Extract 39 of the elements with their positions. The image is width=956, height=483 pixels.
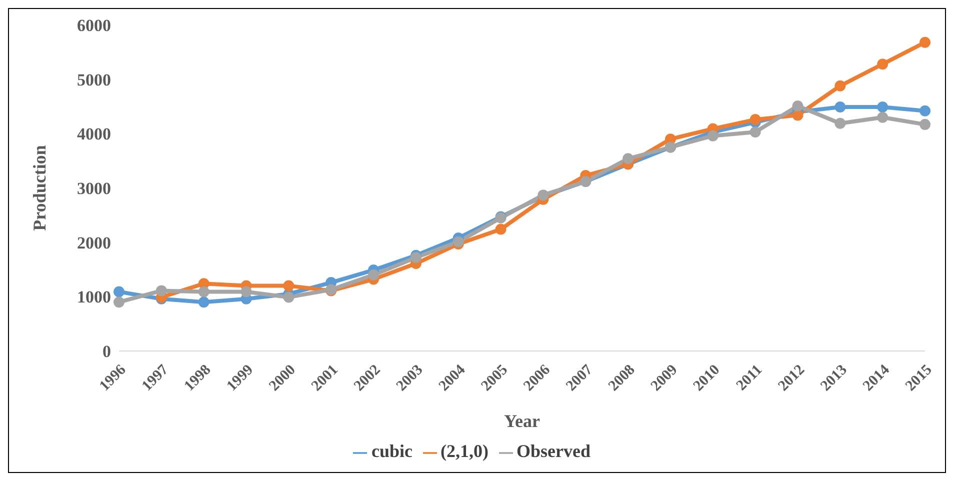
point — [368, 269, 380, 280]
point — [622, 153, 634, 164]
point — [283, 292, 294, 303]
point — [877, 58, 888, 70]
point — [114, 286, 124, 298]
y-axis-title: Production — [29, 145, 50, 231]
point — [792, 110, 804, 121]
point — [707, 130, 718, 142]
legend-label: (2,1,0) — [440, 441, 488, 461]
point — [240, 286, 252, 298]
point — [750, 114, 761, 126]
y-tick-label: 4000 — [77, 124, 111, 144]
y-tick-label: 6000 — [77, 16, 111, 36]
point — [198, 286, 210, 298]
y-tick-label: 0 — [102, 342, 111, 362]
point — [198, 296, 210, 308]
point — [920, 118, 930, 130]
point — [877, 112, 888, 123]
x-tick-label: 2011 — [734, 362, 766, 394]
point — [792, 100, 804, 112]
point — [920, 105, 930, 116]
point — [495, 224, 506, 235]
y-tick-label: 1000 — [77, 288, 111, 307]
point — [834, 80, 846, 92]
point — [410, 252, 422, 264]
point — [750, 126, 761, 138]
legend-label: cubic — [371, 441, 412, 461]
point — [156, 285, 167, 296]
legend-label: Observed — [516, 441, 590, 461]
y-tick-label: 3000 — [77, 179, 111, 198]
point — [114, 296, 124, 308]
x-axis-title: Year — [504, 411, 540, 431]
point — [834, 118, 846, 129]
point — [920, 36, 930, 48]
y-tick-label: 2000 — [77, 233, 111, 252]
point — [877, 102, 888, 113]
point — [834, 102, 846, 113]
point — [283, 280, 294, 292]
y-tick-label: 5000 — [77, 70, 111, 90]
